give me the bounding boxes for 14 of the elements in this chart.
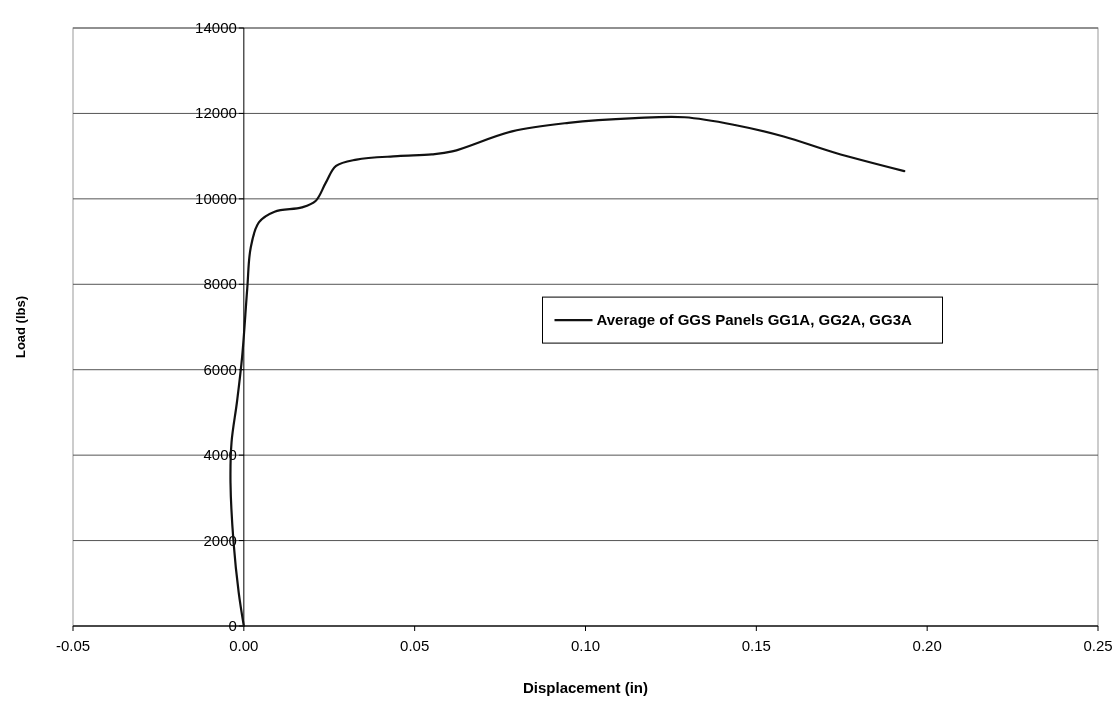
x-tick-label: -0.05	[55, 637, 91, 654]
y-tick-label: 10000	[195, 189, 237, 207]
y-tick-label: 14000	[195, 19, 237, 36]
x-tick-label: 0.05	[400, 637, 430, 654]
x-tick-label: 0.00	[229, 637, 259, 654]
x-axis-title: Displacement (in)	[522, 679, 649, 696]
x-tick-label: 0.20	[912, 637, 942, 654]
x-tick-label: 0.15	[741, 637, 771, 654]
y-tick-label: 6000	[203, 360, 237, 378]
x-tick-label: 0.25	[1083, 637, 1113, 654]
y-tick-label: 8000	[203, 275, 237, 293]
x-tick-label: 0.10	[570, 637, 601, 654]
legend-label: Average of GGS Panels GG1A, GG2A, GG3A	[596, 311, 913, 329]
y-axis-title: Load (lbs)	[13, 295, 28, 359]
